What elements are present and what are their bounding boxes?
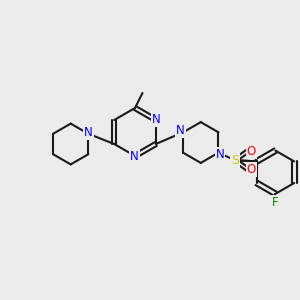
Text: O: O: [247, 163, 256, 176]
Text: N: N: [152, 113, 161, 126]
Text: S: S: [231, 154, 239, 167]
Text: N: N: [84, 126, 93, 139]
Text: O: O: [247, 145, 256, 158]
Text: N: N: [176, 124, 185, 137]
Text: N: N: [130, 150, 139, 163]
Text: F: F: [272, 196, 279, 209]
Text: N: N: [216, 148, 224, 161]
